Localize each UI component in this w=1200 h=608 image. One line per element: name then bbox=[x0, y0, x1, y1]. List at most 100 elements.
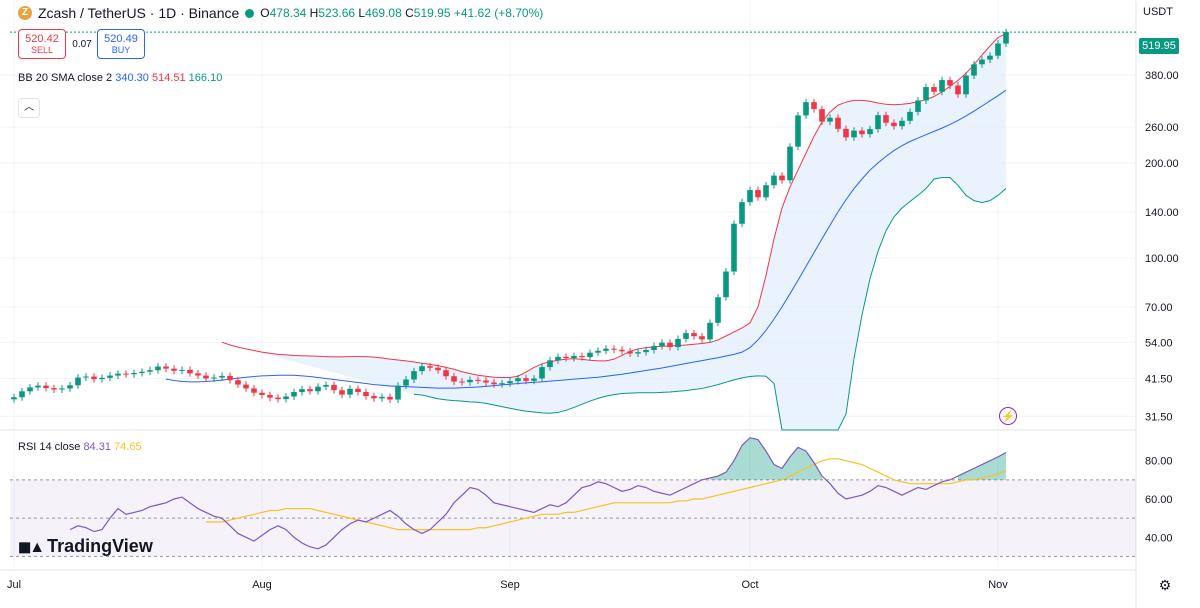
candle-body bbox=[507, 381, 513, 384]
last-price-tag: 519.95 bbox=[1139, 38, 1179, 54]
collapse-legend-button[interactable]: ︿ bbox=[18, 98, 40, 118]
candle-body bbox=[963, 75, 969, 95]
candle-body bbox=[467, 379, 473, 383]
candle-body bbox=[339, 390, 345, 395]
candle-body bbox=[595, 350, 601, 353]
candle-body bbox=[811, 102, 817, 110]
lightning-icon[interactable]: ⚡ bbox=[999, 407, 1017, 425]
ohlc-readout: O478.34 H523.66 L469.08 C519.95 +41.62 (… bbox=[260, 6, 544, 20]
candle-body bbox=[427, 366, 433, 368]
candle-body bbox=[171, 368, 177, 371]
price-tick-label: 260.00 bbox=[1145, 122, 1179, 134]
candle-body bbox=[715, 297, 721, 323]
candle-body bbox=[867, 129, 873, 135]
candle-body bbox=[819, 109, 825, 122]
candle-body bbox=[275, 397, 281, 400]
candle-body bbox=[683, 333, 689, 339]
candle-body bbox=[555, 356, 561, 361]
candle-body bbox=[459, 381, 465, 383]
rsi-value: 84.31 bbox=[83, 441, 111, 453]
bb-upper-line bbox=[221, 33, 1007, 379]
candle-body bbox=[395, 385, 401, 400]
candle-body bbox=[659, 342, 665, 347]
candle-body bbox=[155, 366, 161, 371]
bollinger-band-fill bbox=[222, 33, 1006, 431]
candle-body bbox=[515, 378, 521, 382]
time-tick-label: Aug bbox=[252, 579, 272, 591]
candle-body bbox=[571, 356, 577, 359]
time-tick-label: Jul bbox=[7, 579, 21, 591]
candle-body bbox=[123, 373, 129, 375]
candle-body bbox=[11, 397, 17, 400]
bb-basis-line bbox=[165, 89, 1007, 389]
spread-value: 0.07 bbox=[72, 39, 92, 50]
candle-body bbox=[243, 384, 249, 389]
candle-body bbox=[611, 348, 617, 350]
candle-body bbox=[331, 384, 337, 391]
tradingview-logo[interactable]: ◼▲ TradingView bbox=[18, 536, 153, 557]
candle-body bbox=[475, 379, 481, 381]
candle-body bbox=[531, 378, 537, 381]
candle-body bbox=[891, 122, 897, 127]
candle-body bbox=[667, 342, 673, 348]
bb-upper-value: 514.51 bbox=[151, 72, 186, 84]
price-tick-label: 31.50 bbox=[1145, 411, 1173, 423]
candle-body bbox=[739, 202, 745, 224]
candles bbox=[11, 28, 1009, 403]
candle-body bbox=[747, 190, 753, 203]
symbol-title[interactable]: Zcash / TetherUS · 1D · Binance bbox=[38, 5, 240, 21]
candle-body bbox=[995, 43, 1001, 56]
candle-body bbox=[707, 322, 713, 340]
candle-body bbox=[371, 396, 377, 399]
candle-body bbox=[99, 377, 105, 380]
candle-body bbox=[875, 115, 881, 130]
candle-body bbox=[643, 349, 649, 353]
candle-body bbox=[491, 382, 497, 385]
candle-body bbox=[107, 375, 113, 378]
sell-button[interactable]: 520.42 SELL bbox=[18, 29, 66, 59]
price-tick-label: 140.00 bbox=[1145, 207, 1179, 219]
buy-button[interactable]: 520.49 BUY bbox=[97, 29, 145, 59]
bb-lower-value: 166.10 bbox=[188, 72, 223, 84]
candle-body bbox=[27, 387, 33, 392]
time-tick-label: Sep bbox=[500, 579, 520, 591]
rsi-legend[interactable]: RSI 14 close 84.31 74.65 bbox=[18, 441, 142, 453]
price-tick-label: 70.00 bbox=[1145, 302, 1173, 314]
currency-selector[interactable]: USDT bbox=[1143, 6, 1173, 18]
candle-body bbox=[803, 102, 809, 116]
candle-body bbox=[187, 369, 193, 374]
chevron-up-icon: ︿ bbox=[24, 102, 34, 113]
candle-body bbox=[483, 380, 489, 383]
bb-legend[interactable]: BB 20 SMA close 2 340.30 514.51 166.10 bbox=[18, 72, 222, 84]
candle-body bbox=[619, 349, 625, 352]
candle-body bbox=[651, 346, 657, 350]
candle-body bbox=[403, 379, 409, 386]
buy-label: BUY bbox=[111, 45, 131, 55]
candle-body bbox=[923, 87, 929, 101]
candle-body bbox=[51, 388, 57, 390]
candle-body bbox=[363, 392, 369, 397]
candle-body bbox=[163, 366, 169, 369]
price-tick-label: 41.50 bbox=[1145, 374, 1173, 386]
candle-body bbox=[235, 380, 241, 385]
candle-body bbox=[323, 384, 329, 387]
candle-body bbox=[355, 388, 361, 393]
price-tick-label: 380.00 bbox=[1145, 70, 1179, 82]
time-tick-label: Nov bbox=[988, 579, 1008, 591]
candle-body bbox=[35, 385, 41, 388]
candle-body bbox=[547, 360, 553, 368]
candle-body bbox=[987, 55, 993, 60]
candle-body bbox=[251, 388, 257, 393]
candle-body bbox=[723, 271, 729, 298]
candle-body bbox=[267, 394, 273, 398]
gear-icon[interactable]: ⚙ bbox=[1158, 577, 1172, 593]
rsi-line bbox=[69, 437, 1007, 550]
candle-body bbox=[379, 396, 385, 399]
candle-body bbox=[899, 120, 905, 127]
candle-body bbox=[627, 351, 633, 354]
candle-body bbox=[859, 130, 865, 135]
candle-body bbox=[411, 371, 417, 380]
candle-body bbox=[843, 128, 849, 138]
candle-body bbox=[19, 391, 25, 398]
